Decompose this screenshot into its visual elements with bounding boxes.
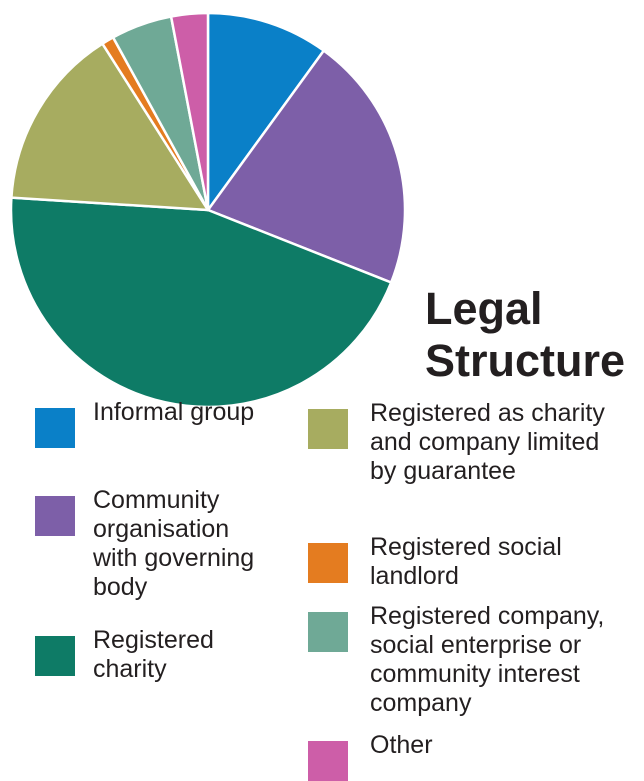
legend-label-line: social enterprise or [370, 631, 582, 659]
legend-item-community-organisation: Community organisation with governing bo… [35, 486, 254, 602]
chart-title-line-1: Legal [425, 283, 543, 334]
legend-label-line: by guarantee [370, 457, 516, 485]
pie-slice-informal-group [206, 11, 326, 212]
legend-swatch [308, 543, 348, 583]
legend-swatch [308, 612, 348, 652]
legend-swatch [35, 636, 75, 676]
legend-label-line: charity [93, 655, 167, 683]
pie-chart [9, 11, 407, 409]
legend-label-line: and company limited [370, 428, 600, 456]
legend-label: Other [370, 731, 433, 760]
legend-swatch [35, 408, 75, 448]
legend-label-line: community interest [370, 660, 580, 688]
legend-label-line: with governing [93, 544, 255, 572]
legend-item-registered-social-landlord: Registered social landlord [308, 533, 562, 591]
legend-item-other: Other [308, 731, 433, 781]
legend-label-line: body [93, 573, 148, 601]
chart-title: Legal Structure [425, 283, 625, 387]
legend-label-line: Other [370, 731, 433, 759]
legend-item-charity-and-company: Registered as charity and company limite… [308, 399, 605, 486]
legend-label-line: Registered as charity [370, 399, 605, 427]
legend-label-line: organisation [93, 515, 230, 543]
legend-label-line: Registered social [370, 533, 562, 561]
legend-label-line: company [370, 689, 472, 717]
pie-slice-registered-as-charity-and-company-limited-by-guarantee [10, 42, 210, 212]
chart-title-line-2: Structure [425, 335, 626, 386]
legend-item-informal-group: Informal group [35, 398, 254, 448]
legend-swatch [308, 409, 348, 449]
legend-label: Registered as charity and company limite… [370, 399, 605, 486]
pie-slice-registered-charity [9, 196, 393, 409]
pie-slice-community-organisation-with-governing-body [206, 49, 407, 284]
legend-label: Informal group [93, 398, 254, 427]
legend-item-registered-company: Registered company, social enterprise or… [308, 602, 604, 718]
legend-label-line: Informal group [93, 398, 255, 426]
legend-label-line: landlord [370, 562, 459, 590]
legend-label-line: Registered company, [370, 602, 605, 630]
legend-item-registered-charity: Registered charity [35, 626, 214, 684]
legend-label: Registered charity [93, 626, 214, 684]
legend-label-line: Community [93, 486, 220, 514]
legend-label-line: Registered [93, 626, 214, 654]
legend-label: Community organisation with governing bo… [93, 486, 254, 602]
legend-label: Registered social landlord [370, 533, 562, 591]
legend-label: Registered company, social enterprise or… [370, 602, 604, 718]
legend-swatch [35, 496, 75, 536]
pie-slice-other [169, 11, 210, 212]
legend-swatch [308, 741, 348, 781]
